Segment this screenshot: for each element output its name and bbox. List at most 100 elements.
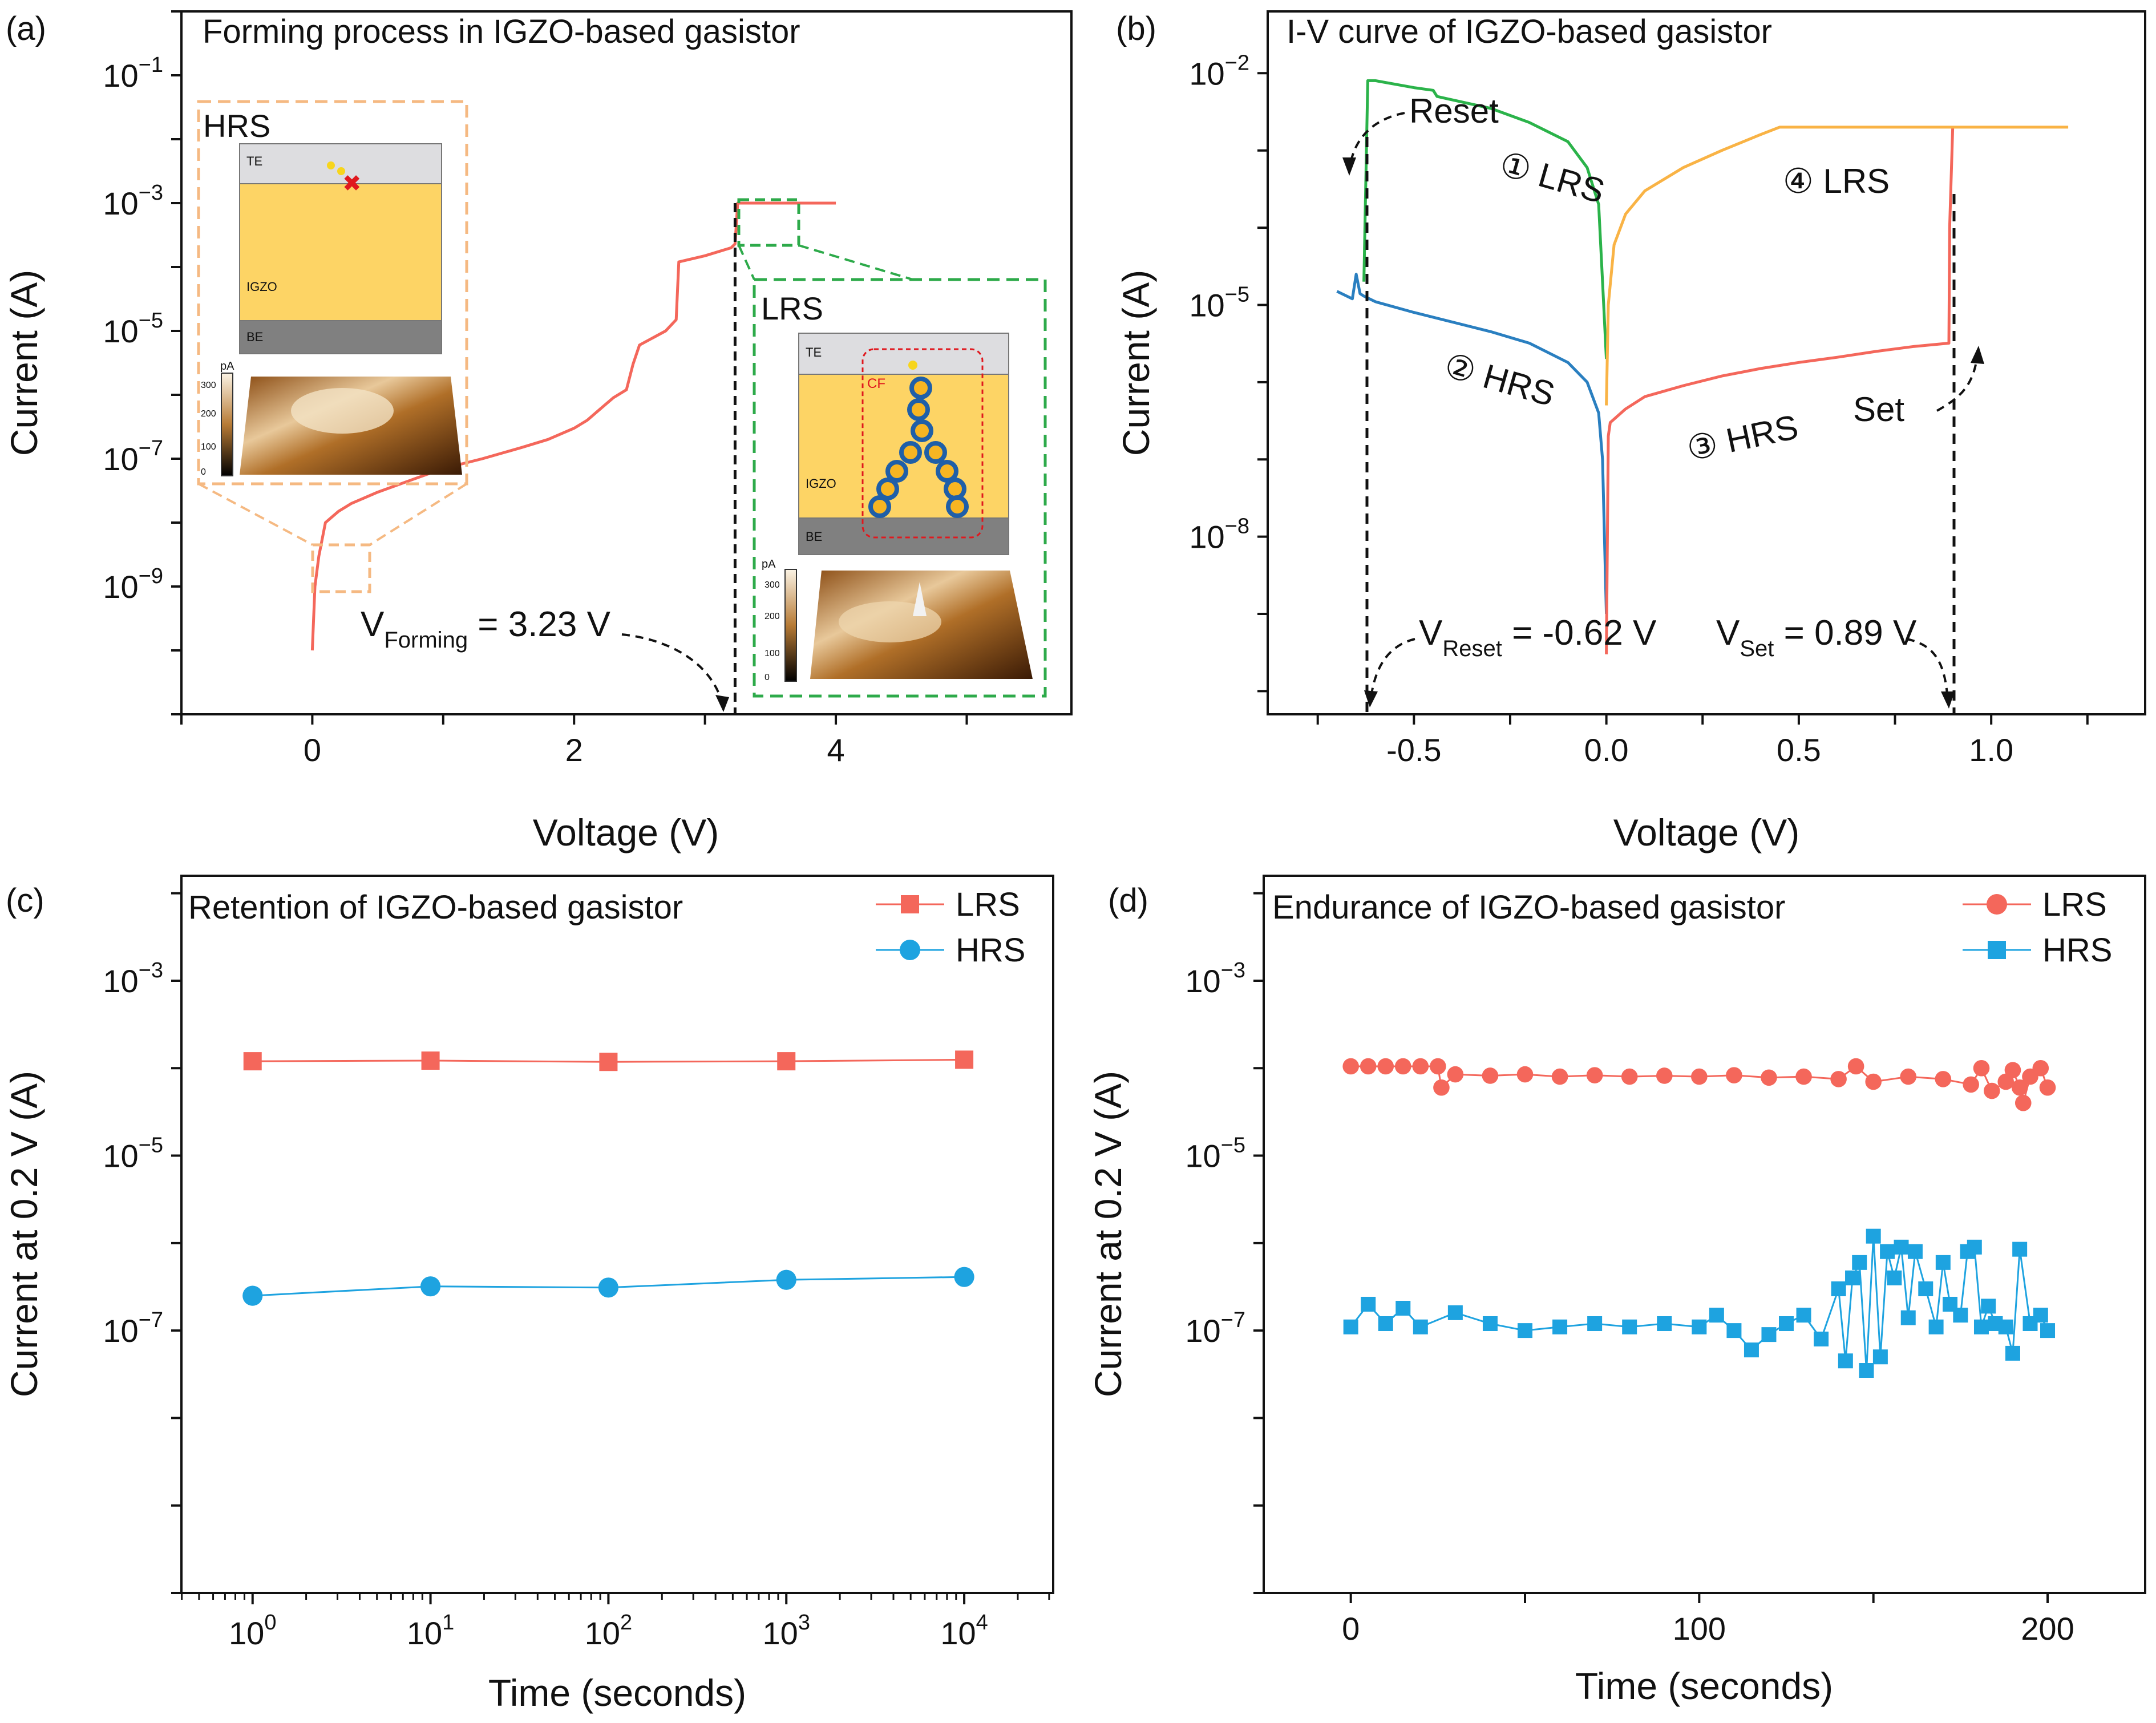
data-point — [1796, 1308, 1811, 1323]
panel-c-title: Retention of IGZO-based gasistor — [188, 889, 683, 926]
panel-b-axes: 10−8 10−5 10−2 -0.5 0.0 0.5 1.0 — [1189, 51, 2089, 768]
legend-label-lrs: LRS — [2042, 886, 2107, 923]
panel-a-xlabel: Voltage (V) — [533, 811, 719, 854]
data-point — [1343, 1319, 1358, 1334]
panel-a-axes: 10−9 10−7 10−5 10−3 10−1 0 2 4 — [103, 10, 968, 768]
x-tick-label: 0.5 — [1777, 732, 1821, 768]
data-point — [1814, 1331, 1829, 1346]
inset-lrs-connector-right — [798, 244, 913, 281]
data-point — [1691, 1068, 1708, 1085]
panel-a-letter: (a) — [6, 10, 46, 47]
y-tick-label: 10−5 — [103, 309, 163, 349]
data-point — [1928, 1319, 1944, 1334]
y-tick-label: 10−3 — [103, 181, 163, 221]
hrs-te-text: TE — [246, 154, 262, 168]
data-point — [1586, 1067, 1603, 1083]
lrs-scale-tick: 0 — [764, 673, 770, 682]
hrs-afm-highlight — [291, 388, 394, 434]
reset-label: Reset — [1409, 92, 1499, 130]
data-point — [1726, 1067, 1742, 1083]
panel-b-ylabel: Current (A) — [1115, 270, 1157, 456]
legend-marker — [1987, 894, 2007, 915]
data-point — [1726, 1323, 1742, 1338]
data-point — [1657, 1316, 1672, 1331]
inset-lrs-title: LRS — [761, 290, 823, 326]
data-point — [1900, 1310, 1916, 1325]
lrs4-label: ④ LRS — [1783, 162, 1890, 200]
y-tick-label: 10−5 — [1189, 282, 1249, 323]
panel-d: (d) Endurance of IGZO-based gasistor 10−… — [1087, 875, 2146, 1707]
set-arrowhead — [1971, 346, 1984, 364]
data-point — [1865, 1073, 1882, 1090]
data-point — [1907, 1244, 1923, 1259]
data-point — [1872, 1349, 1888, 1365]
data-point — [1935, 1255, 1951, 1270]
data-point — [2012, 1241, 2028, 1257]
data-point — [1516, 1066, 1534, 1083]
panel-b-xlabel: Voltage (V) — [1613, 811, 1800, 854]
panel-b-series — [1336, 79, 2069, 654]
x-tick-label: 103 — [763, 1611, 810, 1651]
x-tick-label: 0.0 — [1584, 732, 1629, 768]
legend-marker — [901, 895, 919, 913]
hrs-gas-molecule — [327, 161, 335, 169]
data-point — [1482, 1316, 1498, 1331]
vreset-label: VReset = -0.62 V — [1419, 613, 1657, 661]
hrs-be-layer — [239, 320, 442, 354]
hrs-be-text: BE — [246, 330, 263, 344]
x-tick-label: -0.5 — [1386, 732, 1442, 768]
data-point — [598, 1277, 619, 1298]
panel-d-series — [1342, 1058, 2056, 1378]
panel-a: (a) Forming process in IGZO-based gasist… — [3, 10, 1073, 854]
data-point — [1377, 1058, 1394, 1075]
data-point — [1552, 1319, 1568, 1334]
data-point — [1981, 1299, 1996, 1314]
hrs-te-layer — [239, 143, 442, 184]
panel-d-xlabel: Time (seconds) — [1575, 1665, 1833, 1707]
panel-b-frame — [1267, 10, 2146, 715]
data-point — [1378, 1316, 1393, 1331]
legend-label-lrs: LRS — [956, 886, 1020, 923]
data-point — [1935, 1071, 1952, 1087]
data-point — [1887, 1270, 1902, 1285]
reset-arrow — [1348, 112, 1405, 172]
lrs-be-layer — [798, 517, 1009, 555]
data-point — [2033, 1308, 2048, 1323]
data-point — [1953, 1308, 1968, 1323]
data-point — [2015, 1094, 2032, 1111]
lrs-be-text: BE — [806, 529, 822, 544]
data-point — [1852, 1255, 1867, 1270]
panel-c-xlabel: Time (seconds) — [488, 1672, 746, 1714]
data-point — [1433, 1079, 1450, 1096]
data-point — [954, 1267, 974, 1287]
data-point — [1894, 1239, 1909, 1255]
inset-hrs-connector-left — [198, 483, 313, 546]
vforming-arrowhead — [715, 695, 729, 712]
hrs-gas-molecule — [337, 167, 345, 175]
vreset-arrowhead — [1364, 690, 1378, 707]
panel-c-legend: LRS HRS — [876, 886, 1025, 969]
data-point — [1880, 1244, 1895, 1259]
data-point — [1551, 1068, 1568, 1085]
data-point — [1361, 1296, 1376, 1312]
panel-a-ylabel: Current (A) — [3, 270, 45, 456]
y-tick-label: 10−8 — [1189, 515, 1249, 555]
data-point — [2040, 1323, 2056, 1338]
set-label: Set — [1853, 390, 1904, 428]
panel-c-letter: (c) — [6, 882, 45, 919]
inset-hrs-connector-right — [369, 483, 468, 546]
data-point — [1845, 1270, 1860, 1285]
x-tick-label: 200 — [2021, 1611, 2074, 1647]
panel-c-series — [242, 1050, 974, 1306]
hrs-scale-tick: 0 — [201, 467, 206, 477]
hrs-scale-tick: 200 — [201, 409, 216, 419]
y-tick-label: 10−2 — [1189, 51, 1249, 91]
y-tick-label: 10−3 — [1185, 958, 1245, 999]
panel-b-title: I-V curve of IGZO-based gasistor — [1287, 13, 1772, 50]
lrs-colorbar — [784, 569, 797, 682]
data-point — [1656, 1067, 1673, 1084]
x-tick-label: 104 — [940, 1611, 988, 1651]
data-point — [1973, 1059, 1990, 1077]
panel-c-frame — [180, 875, 1054, 1594]
